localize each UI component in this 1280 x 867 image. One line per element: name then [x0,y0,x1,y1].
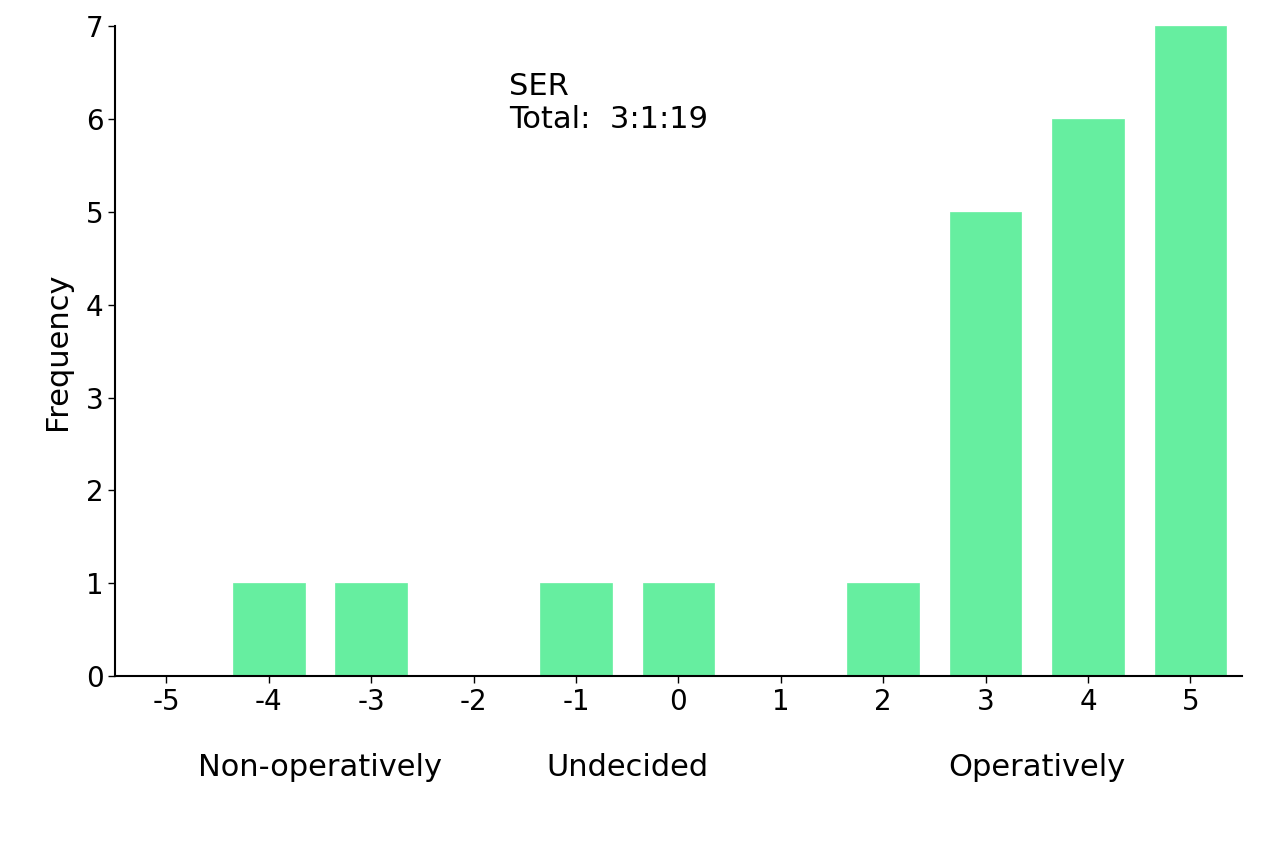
Bar [335,583,407,676]
Bar [950,212,1021,676]
Bar [643,583,714,676]
Bar [1155,26,1226,676]
Bar [847,583,919,676]
Bar [233,583,305,676]
Text: Undecided: Undecided [547,753,708,782]
Y-axis label: Frequency: Frequency [42,272,72,430]
Text: Operatively: Operatively [948,753,1125,782]
Bar [540,583,612,676]
Text: Non-operatively: Non-operatively [198,753,442,782]
Bar [1052,119,1124,676]
Text: SER
Total:  3:1:19: SER Total: 3:1:19 [509,71,708,134]
